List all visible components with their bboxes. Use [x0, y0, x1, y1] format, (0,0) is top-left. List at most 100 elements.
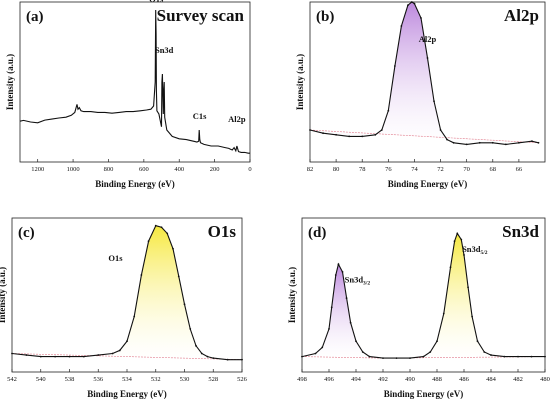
- data-point: [368, 355, 371, 358]
- data-point: [483, 351, 486, 353]
- x-tick-label: 0: [248, 166, 251, 173]
- spectrum-line: [301, 232, 545, 359]
- data-point: [476, 340, 479, 343]
- data-point: [460, 238, 463, 241]
- spectrum-line: [11, 225, 242, 361]
- data-point: [25, 354, 28, 356]
- panel-tag: (b): [316, 9, 334, 25]
- y-axis-label: Intensity (a.u.): [287, 267, 297, 323]
- plot-frame: [301, 217, 546, 373]
- chart-panel-3: 542 540 538 536 534 532 530 528 526 (c) O1s Binding…: [0, 217, 248, 399]
- data-point: [407, 4, 409, 7]
- data-point: [118, 349, 121, 352]
- spectrum-line: [309, 1, 539, 145]
- panel-title: O1s: [208, 222, 237, 241]
- x-tick-label: 68: [490, 166, 497, 173]
- panel-title: Survey scan: [157, 6, 245, 25]
- data-point: [478, 141, 481, 144]
- x-tick-label: 76: [385, 166, 392, 173]
- data-point: [206, 355, 209, 358]
- data-point: [453, 240, 456, 243]
- data-point: [154, 224, 157, 227]
- data-point: [436, 340, 438, 343]
- x-tick-label: 1000: [67, 166, 80, 173]
- x-tick-label: 488: [432, 376, 442, 383]
- data-point: [429, 351, 432, 353]
- x-tick-label: 534: [122, 376, 133, 383]
- data-point: [442, 312, 445, 315]
- baseline: [309, 129, 539, 144]
- chart-panel-2: 82 80 78 76 74 72 70 68 66 (b) Al2p Binding Energy …: [295, 1, 546, 189]
- data-point: [355, 340, 357, 343]
- data-point: [446, 138, 448, 141]
- x-tick-label: 600: [139, 166, 149, 173]
- data-point: [189, 327, 192, 330]
- data-point: [410, 1, 413, 3]
- data-point: [413, 2, 416, 5]
- chart-panel-4: 498 496 494 492 490 488 486 484 482 480 (d) Sn3d Bin…: [287, 217, 550, 399]
- peak-label: Sn3d: [155, 45, 174, 55]
- data-point: [54, 355, 57, 358]
- data-point: [433, 100, 435, 103]
- data-point: [212, 357, 215, 360]
- peak-fill: [302, 264, 383, 359]
- data-point: [200, 352, 203, 355]
- x-axis-label: Binding Energy (eV): [87, 389, 167, 399]
- x-tick-label: 400: [174, 166, 184, 173]
- data-point: [349, 321, 352, 324]
- data-point: [449, 266, 452, 269]
- data-point: [395, 357, 398, 360]
- data-point: [140, 274, 143, 276]
- x-tick-label: 78: [359, 166, 366, 173]
- data-point: [309, 129, 311, 131]
- peak-fill: [310, 2, 539, 145]
- peak-fill: [12, 225, 242, 360]
- data-point: [420, 17, 422, 19]
- x-tick-label: 526: [237, 376, 248, 383]
- data-point: [97, 354, 100, 356]
- panel-tag: (c): [18, 225, 35, 241]
- data-point: [374, 133, 377, 136]
- data-point: [517, 141, 520, 144]
- data-point: [183, 303, 186, 306]
- baseline: [301, 356, 384, 359]
- panel-title: Al2p: [504, 6, 539, 25]
- data-point: [465, 143, 468, 146]
- data-point: [337, 263, 340, 266]
- data-point: [491, 141, 494, 144]
- data-point: [241, 358, 243, 361]
- x-tick-label: 80: [333, 166, 340, 173]
- data-point: [439, 129, 442, 131]
- x-tick-label: 72: [437, 166, 444, 173]
- data-point: [387, 109, 390, 112]
- x-tick-label: 1200: [31, 166, 44, 173]
- peak-label: O1s: [149, 0, 164, 4]
- data-point: [422, 355, 425, 358]
- x-tick-label: 200: [210, 166, 220, 173]
- x-tick-label: 530: [180, 376, 190, 383]
- x-tick-label: 496: [324, 376, 335, 383]
- x-tick-label: 536: [93, 376, 104, 383]
- data-point: [328, 327, 330, 330]
- data-point: [517, 355, 519, 358]
- data-point: [11, 352, 13, 355]
- x-tick-label: 484: [486, 376, 497, 383]
- x-tick-label: 532: [151, 376, 161, 383]
- peak-label: Al2p: [419, 34, 437, 44]
- data-point: [133, 315, 136, 318]
- chart-panel-1: 1200 1000 800 600 400 200 0 (a) Survey scan Bindi…: [5, 0, 252, 189]
- x-tick-label: 492: [378, 376, 388, 383]
- y-axis-label: Intensity (a.u.): [295, 54, 305, 110]
- peak-label: Sn3d3/2: [345, 275, 371, 287]
- data-point: [39, 355, 42, 358]
- peak-label: O1s: [108, 253, 123, 263]
- data-point: [172, 247, 174, 250]
- data-point: [530, 355, 533, 358]
- data-point: [393, 65, 396, 67]
- data-point: [490, 354, 492, 356]
- data-point: [348, 135, 351, 138]
- data-point: [322, 132, 324, 135]
- panel-tag: (a): [26, 9, 44, 25]
- data-point: [195, 344, 197, 347]
